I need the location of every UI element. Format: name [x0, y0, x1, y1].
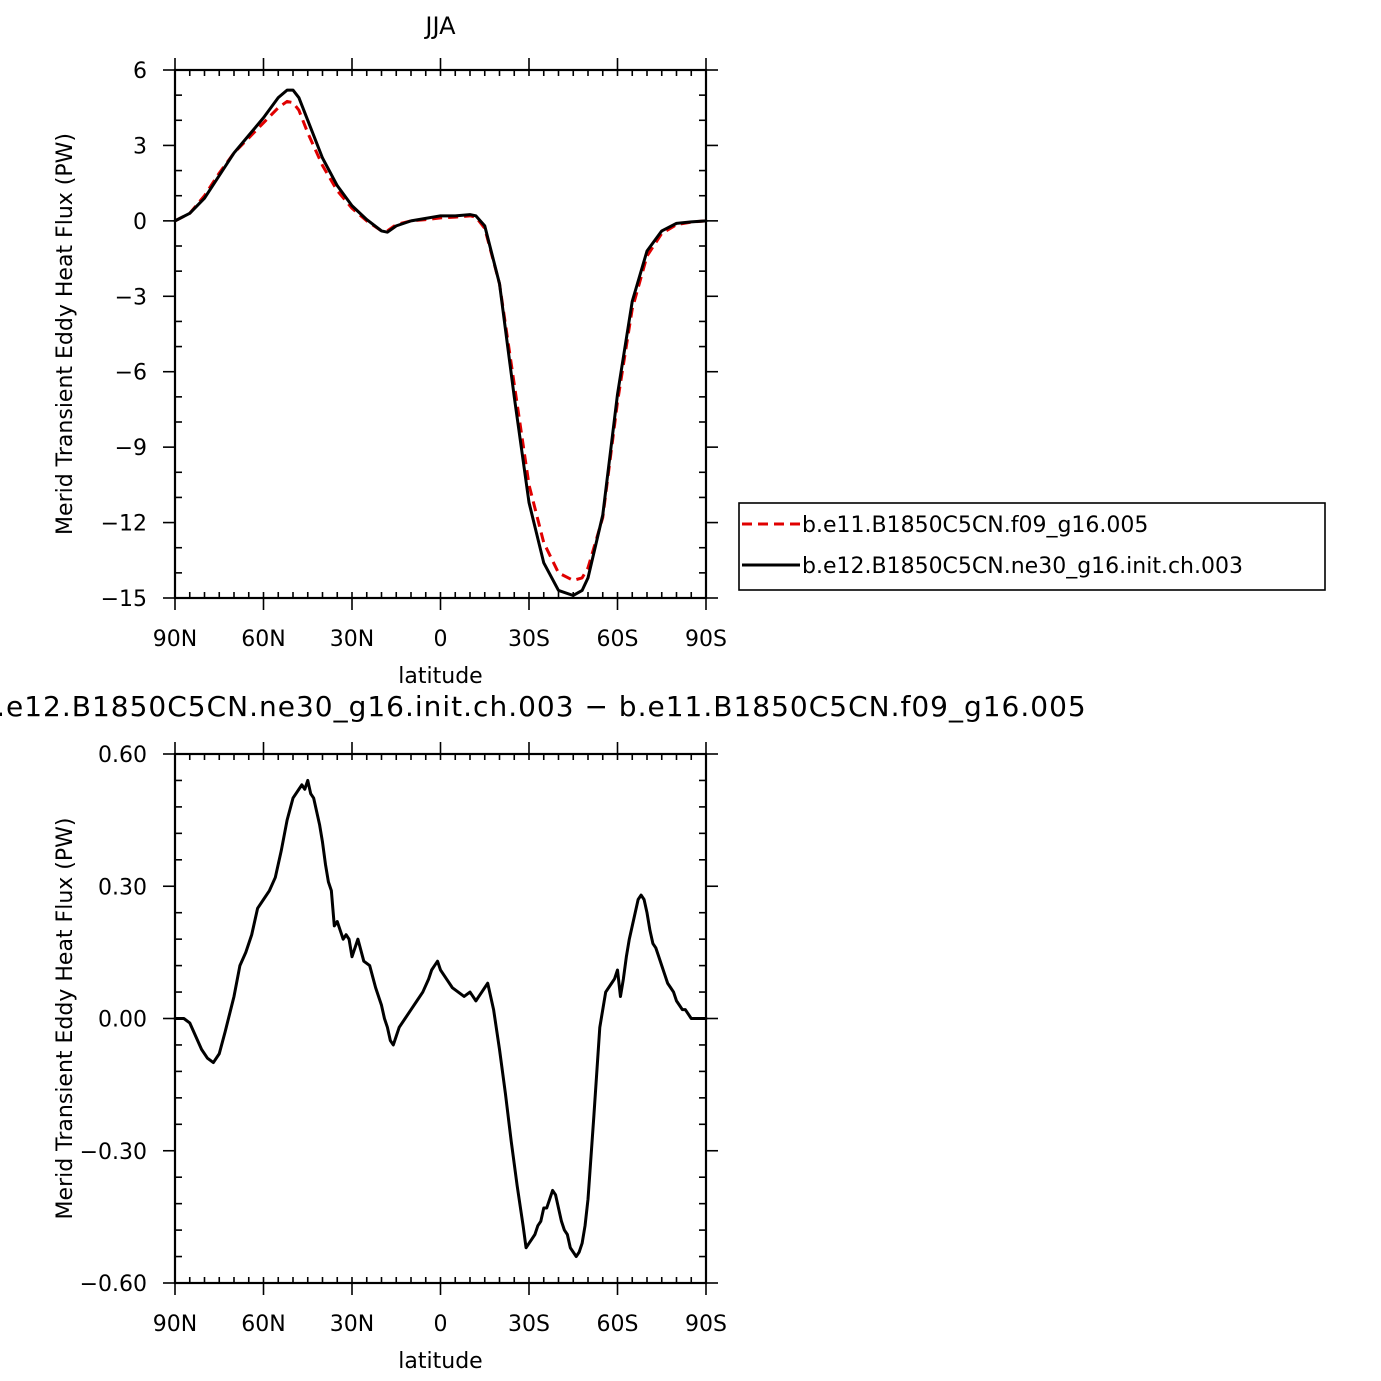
x-tick-label: 90N — [153, 627, 197, 652]
plot-frame — [173, 68, 708, 600]
y-tick-label: 0.60 — [98, 743, 147, 768]
x-tick-label: 90N — [153, 1312, 197, 1337]
series-line-0 — [173, 778, 708, 1259]
x-tick-label: 0 — [434, 1312, 448, 1337]
y-tick-label: −9 — [115, 436, 147, 461]
x-tick-label: 60N — [241, 1312, 285, 1337]
legend-label-0: b.e11.B1850C5CN.f09_g16.005 — [802, 513, 1148, 538]
x-tick-label: 30N — [330, 627, 374, 652]
y-tick-label: −0.30 — [80, 1140, 147, 1165]
y-tick-label: −15 — [101, 587, 147, 612]
x-tick-label: 30S — [508, 1312, 550, 1337]
bottom-panel: b.e12.B1850C5CN.ne30_g16.init.ch.003 − b… — [0, 690, 1087, 1374]
y-tick-label: 3 — [133, 134, 147, 159]
y-tick-label: 0.30 — [98, 875, 147, 900]
x-tick-label: 30S — [508, 627, 550, 652]
x-tick-label: 30N — [330, 1312, 374, 1337]
chart-title: JJA — [423, 12, 456, 40]
y-tick-label: −0.60 — [80, 1272, 147, 1297]
y-tick-label: −6 — [115, 361, 147, 386]
y-tick-label: −12 — [101, 512, 147, 537]
x-tick-label: 60N — [241, 627, 285, 652]
x-tick-label: 0 — [434, 627, 448, 652]
y-tick-label: −3 — [115, 285, 147, 310]
x-tick-label: 90S — [685, 627, 727, 652]
y-axis-label: Merid Transient Eddy Heat Flux (PW) — [53, 818, 78, 1220]
y-tick-label: 6 — [133, 59, 147, 84]
plot-frame — [173, 752, 708, 1285]
legend: b.e11.B1850C5CN.f09_g16.005 b.e12.B1850C5… — [738, 502, 1326, 591]
legend-box — [738, 502, 1326, 591]
y-axis-label: Merid Transient Eddy Heat Flux (PW) — [53, 133, 78, 535]
x-tick-label: 60S — [597, 627, 639, 652]
legend-label-1: b.e12.B1850C5CN.ne30_g16.init.ch.003 — [802, 554, 1243, 579]
x-axis-label: latitude — [398, 664, 482, 689]
y-tick-label: 0.00 — [98, 1008, 147, 1033]
y-tick-label: 0 — [133, 210, 147, 235]
series-line-1 — [173, 88, 708, 597]
chart-title: b.e12.B1850C5CN.ne30_g16.init.ch.003 − b… — [0, 690, 1087, 723]
x-tick-label: 60S — [597, 1312, 639, 1337]
top-panel: JJA 90N 60N 30N 0 30S 60S 90S 6 3 0 −3 −6 −9 −12 −15 lat… — [53, 12, 1326, 689]
x-tick-label: 90S — [685, 1312, 727, 1337]
x-axis-label: latitude — [398, 1349, 482, 1374]
